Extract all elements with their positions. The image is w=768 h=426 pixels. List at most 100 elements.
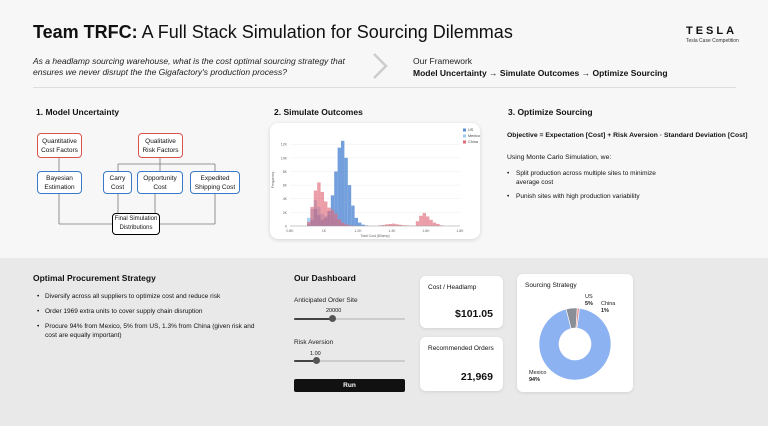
- us-bar: [354, 217, 358, 226]
- china-bar: [436, 223, 440, 226]
- node-final-simulation-distributions: Final Simulation Distributions: [112, 213, 160, 235]
- divider: [33, 87, 736, 88]
- legend-swatch: [463, 128, 466, 132]
- strategy-label: Sourcing Strategy: [525, 282, 577, 289]
- risk-slider-label: Risk Aversion: [294, 339, 334, 346]
- y-axis-label: Frequency: [271, 171, 275, 188]
- y-tick-label: 2K: [283, 211, 288, 215]
- order-slider-label: Anticipated Order Site: [294, 297, 358, 304]
- china-bar: [395, 224, 399, 226]
- logo-subtitle: Tesla Case Competition: [686, 38, 739, 44]
- node-carry-cost: Carry Cost: [103, 171, 132, 194]
- us-bar: [337, 147, 341, 226]
- y-tick-label: 10K: [281, 156, 288, 160]
- orders-label: Recommended Orders: [428, 345, 494, 352]
- section-model-uncertainty-heading: 1. Model Uncertainty: [36, 107, 120, 117]
- run-button[interactable]: Run: [294, 379, 405, 392]
- procurement-heading: Optimal Procurement Strategy: [33, 273, 156, 283]
- legend-swatch: [463, 140, 466, 144]
- y-tick-label: 8K: [283, 170, 288, 174]
- list-item: • Split production across multiple sites …: [507, 170, 656, 186]
- pie-label-pct: 5%: [585, 301, 593, 307]
- china-bar: [426, 216, 430, 226]
- china-bar: [432, 222, 437, 226]
- us-bar: [334, 171, 338, 226]
- monte-carlo-intro: Using Monte Carlo Simulation, we:: [507, 154, 612, 161]
- orders-value: 21,969: [460, 371, 493, 383]
- node-bayesian-estimation: Bayesian Estimation: [37, 171, 82, 194]
- china-bar: [398, 224, 403, 226]
- histogram-card: 0 2K 4K 6K 8K 10K 12K 0.8K 1K 1.2K 1.4K 1.6K 1.8K Tot…: [270, 123, 480, 239]
- us-bar: [364, 225, 369, 226]
- china-bar: [341, 222, 345, 226]
- section-optimize-sourcing-heading: 3. Optimize Sourcing: [508, 107, 593, 117]
- us-bar: [347, 185, 352, 226]
- sourcing-strategy-card: Sourcing Strategy US 5% China 1% Mexico 94%: [517, 274, 633, 392]
- node-qualitative-risk-factors: Qualitative Risk Factors: [138, 133, 183, 158]
- x-tick-label: 1.8K: [456, 229, 464, 233]
- tesla-logo: TESLA: [686, 25, 738, 37]
- legend-swatch: [463, 134, 466, 138]
- china-bar: [307, 221, 311, 226]
- list-item: • Procure 94% from Mexico, 5% from US, 1.…: [37, 323, 255, 339]
- china-bar: [419, 215, 423, 226]
- pie-label-pct: 1%: [601, 308, 609, 314]
- us-bar: [341, 140, 345, 226]
- procurement-bullets: • Diversify across all suppliers to optim…: [37, 292, 267, 340]
- y-tick-label: 12K: [281, 143, 288, 147]
- china-bar: [313, 190, 318, 226]
- china-bar: [310, 206, 314, 226]
- list-item: • Punish sites with high production varia…: [507, 193, 640, 200]
- china-bar: [337, 219, 341, 226]
- x-tick-label: 1.6K: [422, 229, 430, 233]
- recommended-orders-card: Recommended Orders 21,969: [420, 337, 503, 391]
- list-item: • Order 1969 extra units to cover supply …: [37, 308, 203, 315]
- china-bar: [385, 224, 389, 226]
- china-bar: [402, 225, 406, 226]
- node-quantitative-cost-factors: Quantitative Cost Factors: [37, 133, 82, 158]
- china-bar: [320, 191, 324, 226]
- china-bar: [392, 223, 396, 226]
- legend-label: Mexico: [468, 134, 480, 138]
- order-slider-thumb[interactable]: [329, 315, 337, 322]
- china-bar: [378, 225, 382, 226]
- us-bar: [344, 157, 348, 226]
- framework-steps: Model Uncertainty → Simulate Outcomes → …: [413, 68, 668, 78]
- y-tick-label: 6K: [283, 184, 288, 188]
- pie-label-name: China: [601, 301, 616, 307]
- x-tick-label: 1.2K: [354, 229, 362, 233]
- order-slider-value: 20000: [326, 308, 342, 314]
- cost-per-headlamp-card: Cost / Headlamp $101.05: [420, 276, 503, 328]
- china-bar: [330, 209, 335, 226]
- pie-label-name: US: [585, 294, 593, 300]
- risk-slider-thumb[interactable]: [312, 357, 320, 364]
- node-opportunity-cost: Opportunity Cost: [137, 171, 183, 194]
- intro-question: As a headlamp sourcing warehouse, what i…: [33, 56, 345, 77]
- pie-slice-mexico: [538, 307, 612, 381]
- page-title: Team TRFC: A Full Stack Simulation for S…: [33, 22, 513, 42]
- china-bar: [422, 213, 426, 226]
- legend-label: US: [468, 128, 474, 132]
- china-bar: [347, 225, 352, 226]
- china-bar: [429, 219, 433, 226]
- pie-label-name: Mexico: [529, 370, 546, 376]
- dashboard-heading: Our Dashboard: [294, 273, 356, 283]
- section-simulate-outcomes-heading: 2. Simulate Outcomes: [274, 107, 363, 117]
- risk-slider-track[interactable]: [294, 360, 405, 362]
- x-tick-label: 0.8K: [286, 229, 294, 233]
- risk-slider-fill: [294, 360, 317, 362]
- objective-formula: Objective = Expectation [Cost] + Risk Av…: [507, 132, 748, 139]
- china-bar: [327, 207, 331, 226]
- legend-label: China: [468, 140, 479, 144]
- optimize-bullets: • Split production across multiple sites …: [507, 169, 677, 201]
- order-slider-fill: [294, 318, 333, 320]
- flow-connectors: [58, 158, 216, 225]
- y-tick-label: 4K: [283, 197, 288, 201]
- risk-slider-value: 1.00: [310, 351, 321, 357]
- order-slider-track[interactable]: [294, 318, 405, 320]
- list-item: • Diversify across all suppliers to optim…: [37, 293, 221, 300]
- china-bar: [415, 221, 420, 226]
- pie-label-pct: 94%: [529, 377, 540, 383]
- us-bar: [351, 205, 355, 226]
